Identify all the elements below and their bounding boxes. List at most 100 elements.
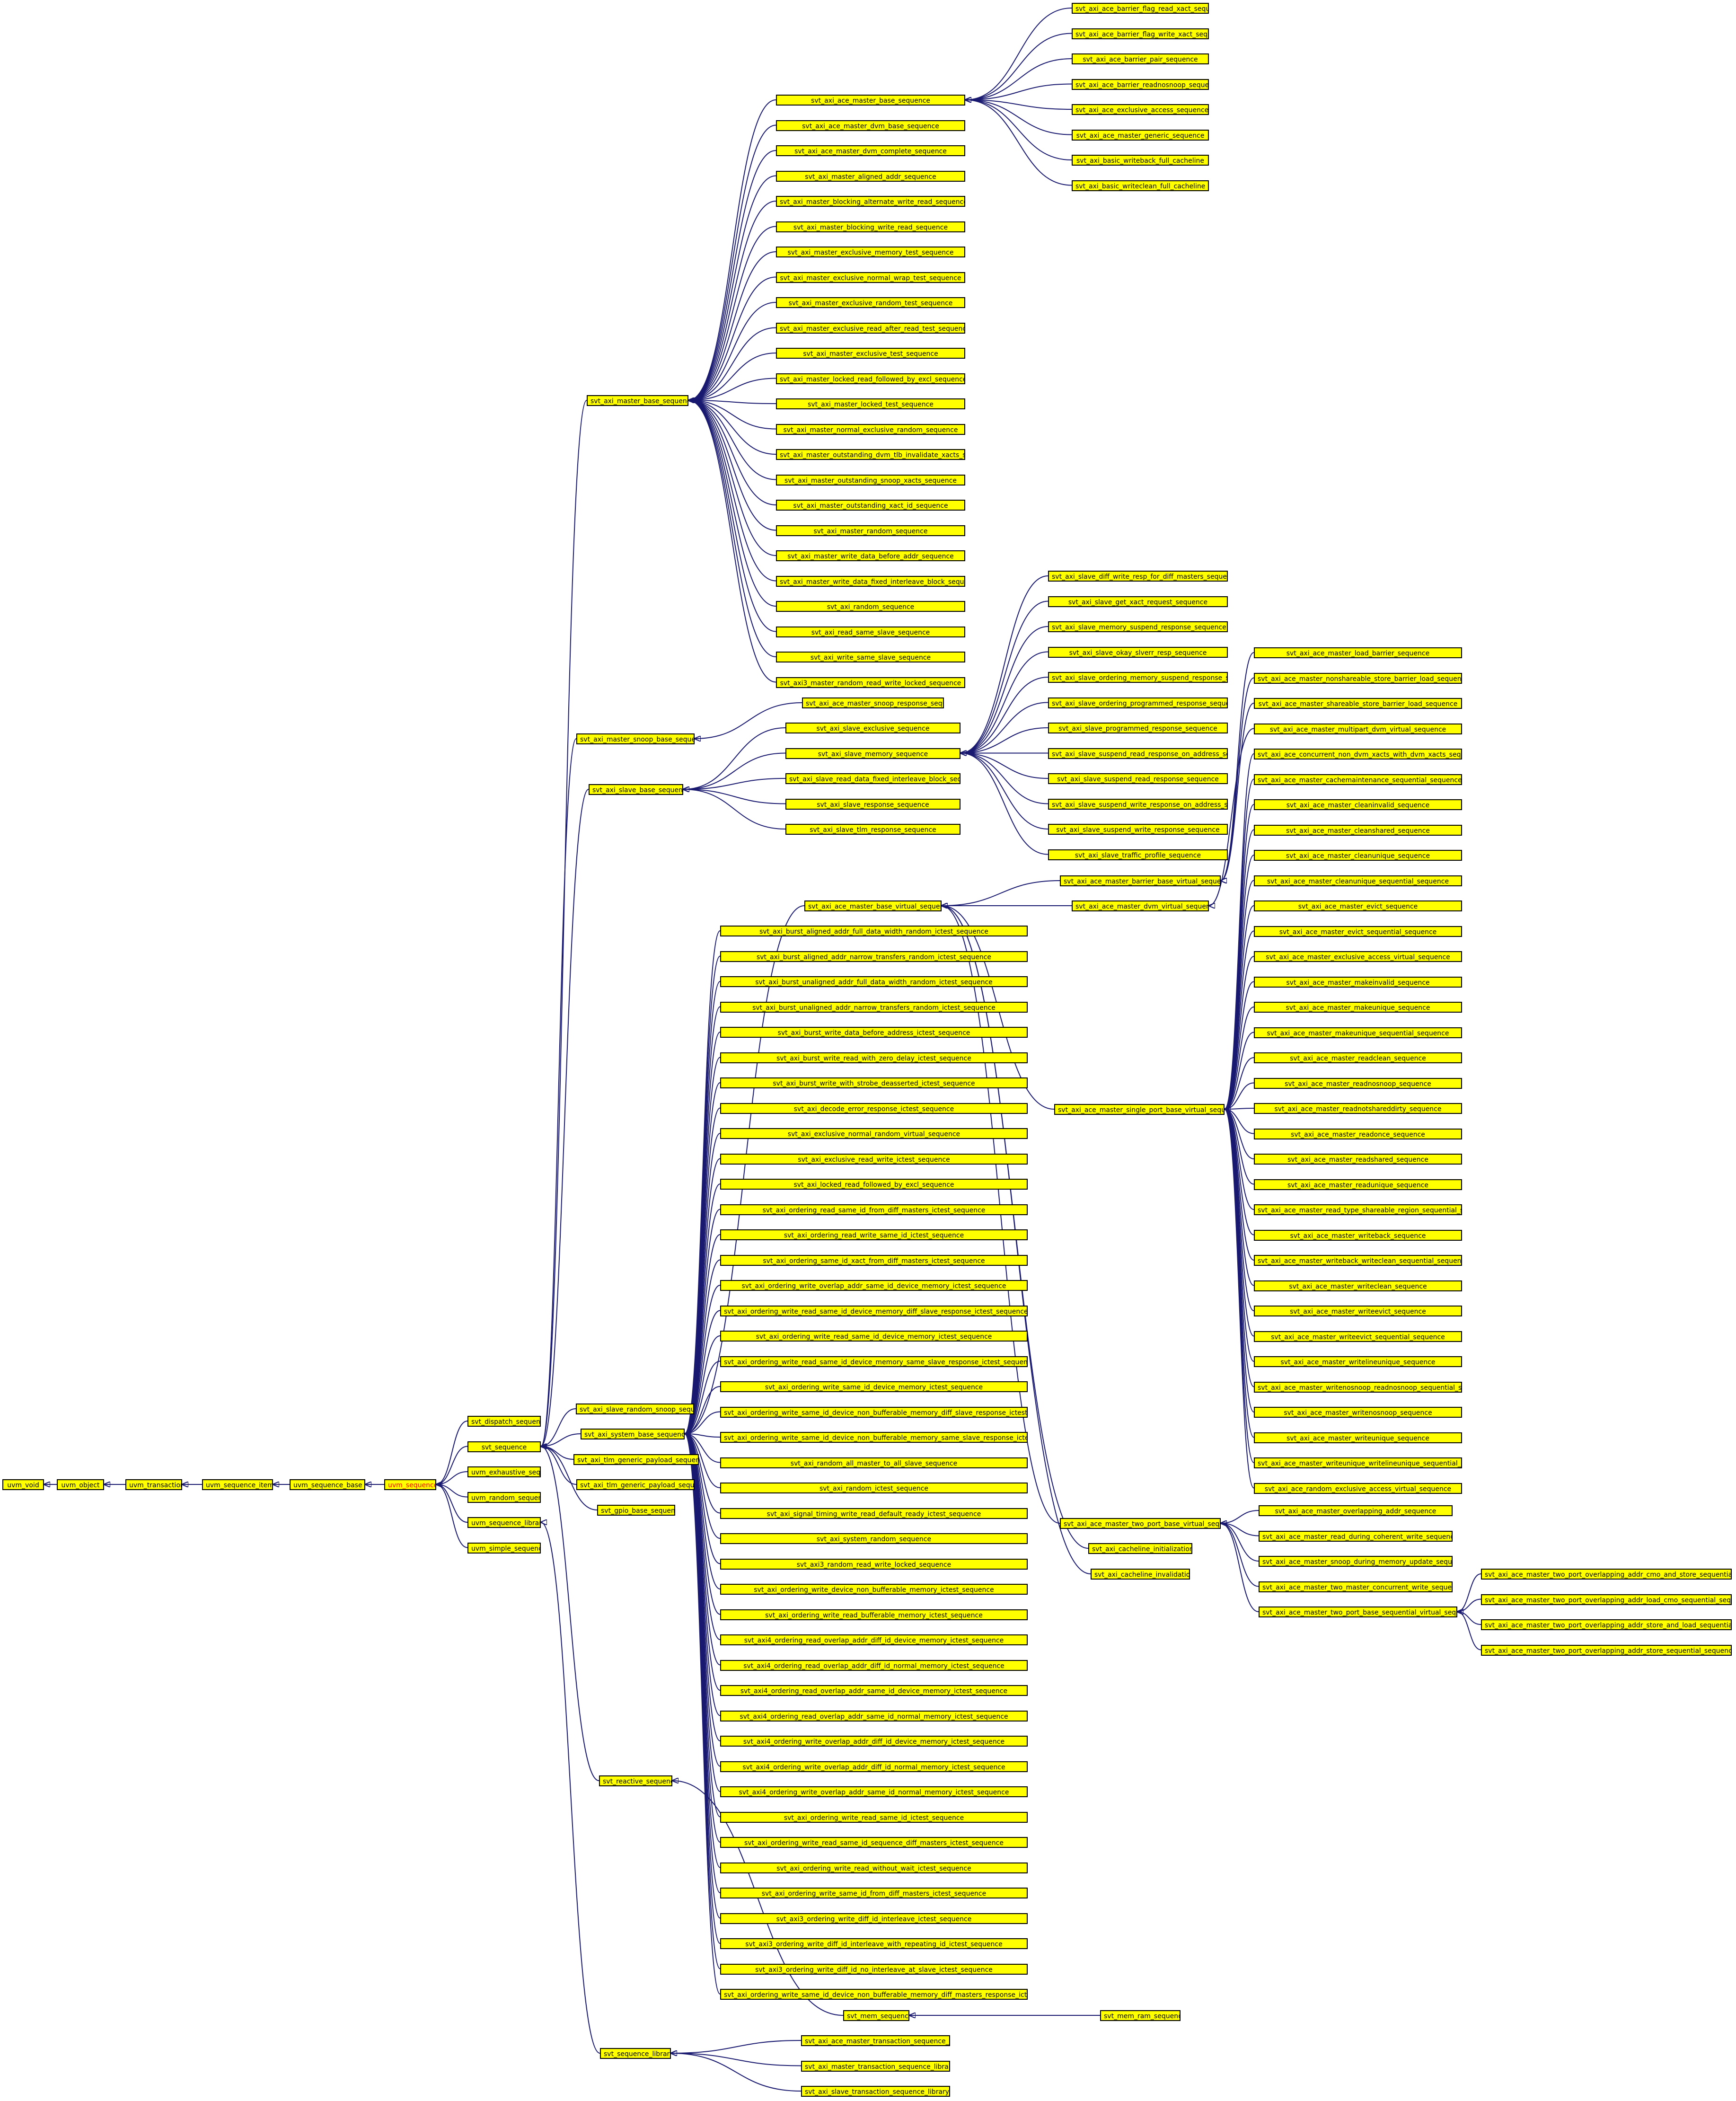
class-node-svt-axi-slave-memory-sequence[interactable]: svt_axi_slave_memory_sequence (785, 748, 961, 759)
class-node-ss32[interactable]: svt_axi4_ordering_read_overlap_addr_same… (720, 1710, 1028, 1721)
class-node-sp10[interactable]: svt_axi_ace_master_makeinvalid_sequence (1254, 976, 1462, 988)
class-node-amb4[interactable]: svt_axi_ace_barrier_readnosnoop_sequence (1072, 79, 1209, 90)
class-node-sp20[interactable]: svt_axi_ace_master_writeback_sequence (1254, 1229, 1462, 1241)
class-node-mbs23[interactable]: svt_axi3_master_random_read_write_locked… (776, 677, 965, 688)
class-node-ss35[interactable]: svt_axi4_ordering_write_overlap_addr_sam… (720, 1786, 1028, 1797)
class-node-mbs11[interactable]: svt_axi_master_locked_read_followed_by_e… (776, 373, 965, 384)
class-node-sp21[interactable]: svt_axi_ace_master_writeback_writeclean_… (1254, 1255, 1462, 1266)
class-node-sms7[interactable]: svt_axi_slave_programmed_response_sequen… (1048, 723, 1228, 733)
class-node-svt-axi-ace-master-two-port-base-sequential-virtual-sequence[interactable]: svt_axi_ace_master_two_port_base_sequent… (1259, 1607, 1457, 1617)
class-node-svt-axi-ace-master-base-virtual-sequence[interactable]: svt_axi_ace_master_base_virtual_sequence (804, 900, 942, 911)
class-node-sp24[interactable]: svt_axi_ace_master_writeevict_sequential… (1254, 1331, 1462, 1342)
class-node-svt-axi-slave-transaction-sequence-library[interactable]: svt_axi_slave_transaction_sequence_libra… (801, 2086, 950, 2097)
class-node-sp6[interactable]: svt_axi_ace_master_cleanunique_sequentia… (1254, 875, 1462, 886)
class-node-mbs14[interactable]: svt_axi_master_outstanding_dvm_tlb_inval… (776, 449, 965, 460)
class-node-uvm-object[interactable]: uvm_object (57, 1479, 104, 1490)
class-node-ss16[interactable]: svt_axi_ordering_write_read_same_id_devi… (720, 1305, 1028, 1316)
class-node-sp3[interactable]: svt_axi_ace_master_cleaninvalid_sequence (1254, 799, 1462, 810)
class-node-ss15[interactable]: svt_axi_ordering_write_overlap_addr_same… (720, 1280, 1028, 1291)
class-node-sp29[interactable]: svt_axi_ace_master_writeunique_writeline… (1254, 1457, 1462, 1468)
class-node-sbs3[interactable]: svt_axi_slave_response_sequence (785, 798, 961, 810)
class-node-sms3[interactable]: svt_axi_slave_memory_suspend_response_se… (1048, 621, 1228, 632)
class-node-ss18[interactable]: svt_axi_ordering_write_read_same_id_devi… (720, 1356, 1028, 1367)
class-node-ss8[interactable]: svt_axi_decode_error_response_ictest_seq… (720, 1103, 1028, 1114)
class-node-ss39[interactable]: svt_axi_ordering_write_same_id_from_diff… (720, 1888, 1028, 1898)
class-node-sp26[interactable]: svt_axi_ace_master_writenosnoop_readnosn… (1254, 1381, 1462, 1393)
class-node-ss6[interactable]: svt_axi_burst_write_read_with_zero_delay… (720, 1052, 1028, 1063)
class-node-ss29[interactable]: svt_axi4_ordering_read_overlap_addr_diff… (720, 1634, 1028, 1645)
class-node-amb1[interactable]: svt_axi_ace_barrier_flag_read_xact_seque… (1072, 3, 1209, 14)
class-node-svt-sequence[interactable]: svt_sequence (467, 1441, 541, 1452)
class-node-uvm-void[interactable]: uvm_void (2, 1479, 44, 1490)
class-node-svt-axi-system-base-sequence[interactable]: svt_axi_system_base_sequence (581, 1429, 685, 1439)
class-node-amb6[interactable]: svt_axi_ace_master_generic_sequence (1072, 129, 1209, 141)
class-node-sms8[interactable]: svt_axi_slave_suspend_read_response_on_a… (1048, 748, 1228, 759)
class-node-ss5[interactable]: svt_axi_burst_write_data_before_address_… (720, 1027, 1028, 1038)
class-node-ss33[interactable]: svt_axi4_ordering_write_overlap_addr_dif… (720, 1736, 1028, 1747)
class-node-sp16[interactable]: svt_axi_ace_master_readonce_sequence (1254, 1128, 1462, 1139)
class-node-snoop1[interactable]: svt_axi_ace_master_snoop_response_sequen… (802, 697, 944, 708)
class-node-sp19[interactable]: svt_axi_ace_master_read_type_shareable_r… (1254, 1204, 1462, 1215)
class-node-ss11[interactable]: svt_axi_locked_read_followed_by_excl_seq… (720, 1179, 1028, 1190)
class-node-mbs3[interactable]: svt_axi_master_aligned_addr_sequence (776, 170, 965, 182)
class-node-ss13[interactable]: svt_axi_ordering_read_write_same_id_icte… (720, 1229, 1028, 1240)
class-node-dvm1[interactable]: svt_axi_ace_master_multipart_dvm_virtual… (1254, 723, 1462, 734)
class-node-uvm-sequence-library[interactable]: uvm_sequence_library (467, 1517, 541, 1528)
class-node-mbs7[interactable]: svt_axi_master_exclusive_normal_wrap_tes… (776, 272, 965, 283)
class-node-sms5[interactable]: svt_axi_slave_ordering_memory_suspend_re… (1048, 672, 1228, 683)
class-node-mbs22[interactable]: svt_axi_write_same_slave_sequence (776, 652, 965, 662)
class-node-ss14[interactable]: svt_axi_ordering_same_id_xact_from_diff_… (720, 1254, 1028, 1266)
class-node-mbs6[interactable]: svt_axi_master_exclusive_memory_test_seq… (776, 247, 965, 257)
class-node-svt-axi-master-base-sequence[interactable]: svt_axi_master_base_sequence (587, 395, 688, 406)
class-node-ss30[interactable]: svt_axi4_ordering_read_overlap_addr_diff… (720, 1660, 1028, 1671)
class-node-bar3[interactable]: svt_axi_ace_master_shareable_store_barri… (1254, 698, 1462, 709)
class-node-uvm-sequence-item[interactable]: uvm_sequence_item (202, 1479, 273, 1490)
class-node-uvm-transaction[interactable]: uvm_transaction (125, 1479, 182, 1490)
class-node-uvm-exhaustive-sequence[interactable]: uvm_exhaustive_sequence (467, 1466, 541, 1477)
class-node-uvm-random-sequence[interactable]: uvm_random_sequence (467, 1492, 541, 1503)
class-node-sp5[interactable]: svt_axi_ace_master_cleanunique_sequence (1254, 850, 1462, 861)
class-node-vb2[interactable]: svt_axi_cacheline_invalidation (1091, 1569, 1190, 1580)
class-node-ss41[interactable]: svt_axi3_ordering_write_diff_id_interlea… (720, 1938, 1028, 1949)
class-node-sms1[interactable]: svt_axi_slave_diff_write_resp_for_diff_m… (1048, 571, 1228, 582)
class-node-sms12[interactable]: svt_axi_slave_traffic_profile_sequence (1048, 849, 1228, 860)
class-node-mbs1[interactable]: svt_axi_ace_master_dvm_base_sequence (776, 120, 965, 131)
class-node-ss43[interactable]: svt_axi_ordering_write_same_id_device_no… (720, 1989, 1028, 2000)
class-node-svt-axi-ace-master-transaction-sequence-library[interactable]: svt_axi_ace_master_transaction_sequence_… (801, 2035, 950, 2046)
class-node-ss38[interactable]: svt_axi_ordering_write_read_without_wait… (720, 1862, 1028, 1873)
class-node-sp14[interactable]: svt_axi_ace_master_readnosnoop_sequence (1254, 1077, 1462, 1089)
class-node-sp4[interactable]: svt_axi_ace_master_cleanshared_sequence (1254, 824, 1462, 836)
class-node-ss23[interactable]: svt_axi_random_ictest_sequence (720, 1483, 1028, 1493)
class-node-svt-mem-sequence[interactable]: svt_mem_sequence (843, 2010, 909, 2021)
class-node-ss22[interactable]: svt_axi_random_all_master_to_all_slave_s… (720, 1457, 1028, 1468)
class-node-ss24[interactable]: svt_axi_signal_timing_write_read_default… (720, 1508, 1028, 1519)
class-node-ss3[interactable]: svt_axi_burst_unaligned_addr_full_data_w… (720, 976, 1028, 987)
class-node-bar2[interactable]: svt_axi_ace_master_nonshareable_store_ba… (1254, 672, 1462, 684)
class-node-tp3[interactable]: svt_axi_ace_master_snoop_during_memory_u… (1259, 1556, 1453, 1567)
class-node-sp28[interactable]: svt_axi_ace_master_writeunique_sequence (1254, 1432, 1462, 1443)
class-node-mbs13[interactable]: svt_axi_master_normal_exclusive_random_s… (776, 424, 965, 435)
class-node-ss19[interactable]: svt_axi_ordering_write_same_id_device_me… (720, 1381, 1028, 1392)
class-node-mbs20[interactable]: svt_axi_random_sequence (776, 601, 965, 612)
class-node-uvm-sequence[interactable]: uvm_sequence (384, 1479, 436, 1490)
class-node-svt-axi-slave-base-sequence[interactable]: svt_axi_slave_base_sequence (589, 784, 683, 795)
class-node-mbs16[interactable]: svt_axi_master_outstanding_xact_id_seque… (776, 500, 965, 511)
class-node-sp22[interactable]: svt_axi_ace_master_writeclean_sequence (1254, 1280, 1462, 1291)
class-node-sp27[interactable]: svt_axi_ace_master_writenosnoop_sequence (1254, 1407, 1462, 1418)
class-node-ss10[interactable]: svt_axi_exclusive_read_write_ictest_sequ… (720, 1153, 1028, 1165)
class-node-ss36[interactable]: svt_axi_ordering_write_read_same_id_icte… (720, 1811, 1028, 1823)
class-node-sp8[interactable]: svt_axi_ace_master_evict_sequential_sequ… (1254, 926, 1462, 937)
class-node-tp2[interactable]: svt_axi_ace_master_read_during_coherent_… (1259, 1530, 1453, 1542)
class-node-amb3[interactable]: svt_axi_ace_barrier_pair_sequence (1072, 53, 1209, 64)
class-node-sms11[interactable]: svt_axi_slave_suspend_write_response_seq… (1048, 824, 1228, 835)
class-node-tps2[interactable]: svt_axi_ace_master_two_port_overlapping_… (1481, 1594, 1732, 1605)
class-node-tps1[interactable]: svt_axi_ace_master_two_port_overlapping_… (1481, 1569, 1732, 1580)
class-node-uvm-sequence-base[interactable]: uvm_sequence_base (290, 1479, 365, 1490)
class-node-sms9[interactable]: svt_axi_slave_suspend_read_response_sequ… (1048, 773, 1228, 784)
class-node-sp9[interactable]: svt_axi_ace_master_exclusive_access_virt… (1254, 951, 1462, 962)
class-node-mbs21[interactable]: svt_axi_read_same_slave_sequence (776, 626, 965, 637)
class-node-mbs18[interactable]: svt_axi_master_write_data_before_addr_se… (776, 550, 965, 561)
class-node-ss7[interactable]: svt_axi_burst_write_with_strobe_deassert… (720, 1077, 1028, 1088)
class-node-mbs19[interactable]: svt_axi_master_write_data_fixed_interlea… (776, 575, 965, 587)
class-node-svt-axi-slave-random-snoop-sequence[interactable]: svt_axi_slave_random_snoop_sequence (576, 1404, 694, 1414)
